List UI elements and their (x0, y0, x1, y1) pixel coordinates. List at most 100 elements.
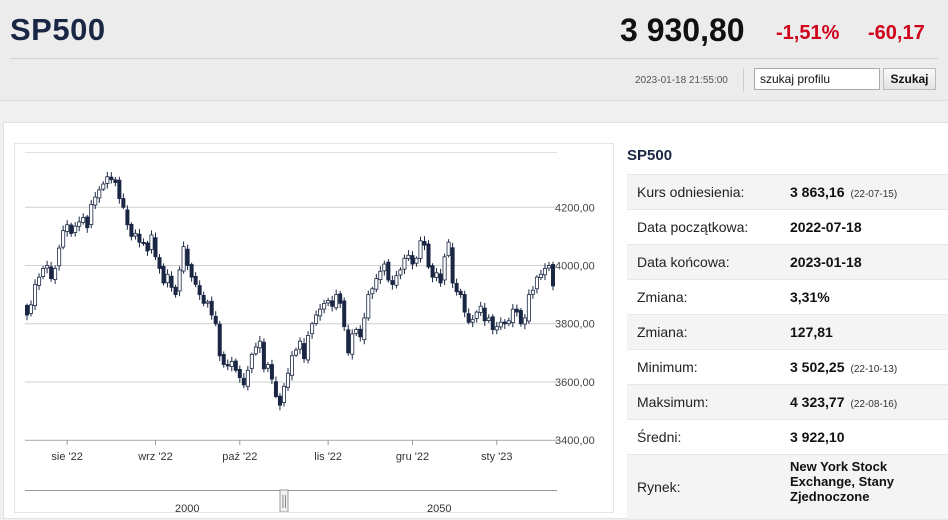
candle-body (362, 317, 367, 341)
candle-body (125, 209, 130, 226)
candle-body (61, 230, 66, 248)
candle-body (526, 294, 531, 322)
candle-body (342, 300, 347, 328)
candle-body (65, 224, 70, 232)
info-label: Zmiana: (637, 289, 688, 305)
info-row: Data początkowa: 2022-07-18 (627, 210, 948, 245)
candlestick-chart-svg[interactable]: 4200,00 4000,00 3800,00 3600,00 3400,00 sie '… (15, 144, 613, 515)
info-row: Średni: 3 922,10 (627, 420, 948, 455)
info-label: Data końcowa: (637, 254, 730, 270)
candle-body (454, 282, 459, 293)
candle-body (101, 183, 106, 190)
candle-body (386, 261, 391, 281)
search-button[interactable]: Szukaj (883, 68, 936, 90)
info-row-market: Rynek: New York Stock Exchange, Stany Zje… (627, 455, 948, 520)
price-chart[interactable]: 4200,00 4000,00 3800,00 3600,00 3400,00 sie '… (14, 143, 614, 515)
search-separator (743, 68, 744, 92)
candle-body (217, 323, 222, 357)
candle-body (277, 395, 282, 406)
candle-body (430, 265, 435, 278)
candle-body (41, 268, 46, 277)
candle-body (169, 275, 174, 288)
info-label: Kurs odniesienia: (637, 184, 745, 200)
candle-body (85, 216, 90, 229)
info-label: Data początkowa: (637, 219, 749, 235)
candle-body (193, 275, 198, 285)
info-value: 3,31% (790, 289, 830, 305)
candle-body (510, 308, 515, 323)
candle-body (550, 264, 555, 287)
candle-body (249, 353, 254, 369)
market-value: New York Stock Exchange, Stany Zjednoczo… (790, 459, 895, 504)
candle-body (145, 242, 150, 252)
info-table: Kurs odniesienia: 3 863,16 (22-07-15) Data … (627, 174, 948, 520)
candle-body (133, 233, 138, 237)
candle-body (117, 179, 122, 199)
candle-body (318, 308, 323, 317)
info-value: 127,81 (790, 324, 833, 340)
info-value: 2022-07-18 (790, 219, 862, 235)
y-tick-label: 4000,00 (555, 261, 595, 273)
info-title: SP500 (627, 147, 673, 164)
candle-body (310, 323, 315, 335)
candle-body (394, 275, 399, 286)
candle-body (189, 264, 194, 278)
candle-body (237, 368, 242, 378)
x-tick-label: wrz '22 (137, 451, 173, 463)
candle-body (338, 293, 343, 304)
candle-body (290, 355, 295, 376)
candle-body (438, 273, 443, 284)
candle-body (382, 263, 387, 272)
candle-body (458, 290, 463, 296)
candle-body (530, 289, 535, 295)
candle-body (434, 272, 439, 278)
candle-body (97, 189, 102, 199)
header-divider (10, 58, 938, 59)
candle-body (89, 203, 94, 226)
profile-search-input[interactable] (754, 68, 880, 90)
candle-body (69, 224, 74, 234)
candle-body (482, 307, 487, 322)
candle-body (105, 176, 110, 184)
x-tick-label: paź '22 (222, 451, 257, 463)
candle-body (273, 381, 278, 397)
candle-body (257, 340, 262, 349)
candle-body (201, 294, 206, 304)
candle-body (542, 268, 547, 276)
candle-body (538, 273, 543, 278)
candle-body (450, 247, 455, 284)
market-label: Rynek: (637, 479, 681, 495)
candle-body (225, 364, 230, 367)
candle-body (73, 225, 78, 233)
candle-body (157, 257, 162, 269)
candle-body (462, 294, 467, 313)
candle-body (330, 300, 335, 307)
candle-body (153, 237, 158, 258)
info-row: Minimum: 3 502,25 (22-10-13) (627, 350, 948, 385)
y-tick-label: 3400,00 (555, 435, 595, 447)
candle-body (49, 266, 54, 280)
candle-body (53, 268, 58, 280)
candle-body (209, 300, 214, 316)
info-value: 4 323,77 (22-08-16) (790, 394, 898, 410)
candle-body (486, 317, 491, 321)
candle-body (261, 341, 266, 370)
info-row: Maksimum: 4 323,77 (22-08-16) (627, 385, 948, 420)
candle-body (137, 233, 142, 243)
info-date: (22-10-13) (850, 364, 898, 375)
candle-body (494, 326, 499, 331)
candle-body (285, 372, 290, 388)
info-label: Maksimum: (637, 394, 709, 410)
info-value: 3 922,10 (790, 429, 845, 445)
candle-body (77, 221, 82, 227)
x-tick-label: gru '22 (396, 451, 429, 463)
info-row: Zmiana: 127,81 (627, 315, 948, 350)
change-percent: -1,51% (776, 22, 840, 44)
candle-body (426, 243, 431, 268)
info-date: (22-08-16) (850, 399, 898, 410)
candle-body (233, 360, 238, 371)
info-value: 2023-01-18 (790, 254, 862, 270)
candle-body (506, 320, 511, 325)
candle-body (45, 265, 50, 269)
candle-body (281, 385, 286, 404)
